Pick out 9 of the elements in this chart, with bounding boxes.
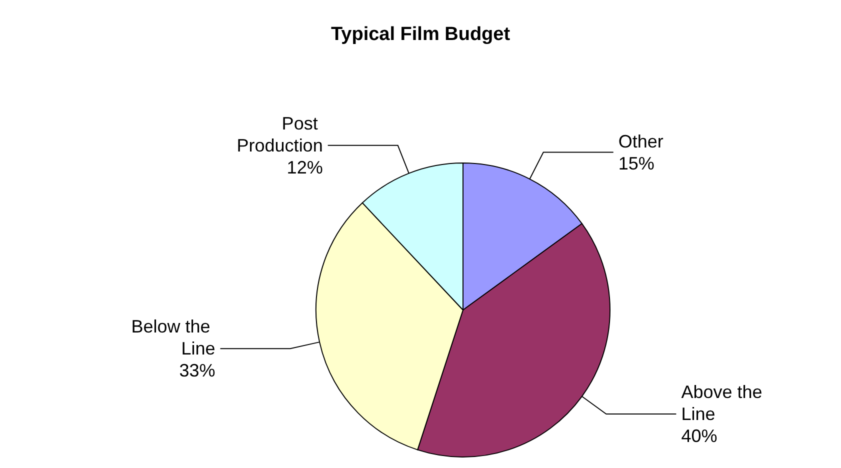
slice-label: Other (618, 131, 664, 152)
data-label: 12% (286, 157, 323, 178)
data-label: 40% (681, 426, 718, 446)
slice-label: Below the Line (131, 316, 216, 359)
data-label: 33% (179, 360, 216, 381)
chart-title: Typical Film Budget (330, 24, 511, 45)
slice-label: Above the Line (681, 382, 768, 424)
data-label: 15% (618, 153, 654, 174)
slice-label: Post Production (236, 113, 323, 156)
